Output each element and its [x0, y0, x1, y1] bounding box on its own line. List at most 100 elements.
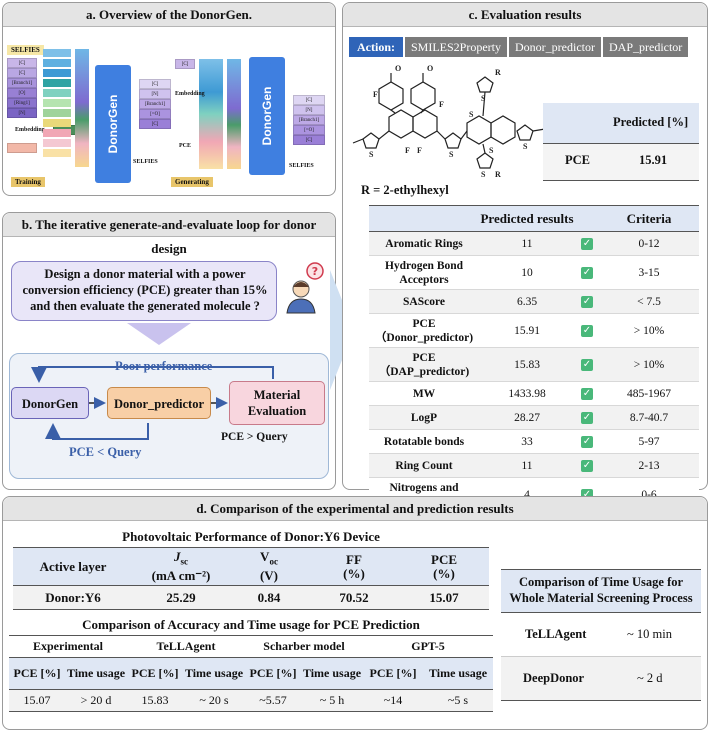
user-icon: ?	[286, 262, 324, 314]
donorgen-block-train: DonorGen	[95, 65, 131, 183]
pce-box	[7, 143, 37, 153]
metric-criteria: > 10%	[633, 324, 665, 337]
svg-text:R: R	[495, 170, 501, 179]
svg-text:S: S	[449, 150, 454, 159]
panel-c-title: c. Evaluation results	[343, 3, 707, 27]
token: [C]	[7, 58, 37, 68]
evaluation-row: Hydrogen Bond Acceptors 10 ✓ 3-15	[369, 255, 699, 290]
evaluation-row: Rotatable bonds 33 ✓ 5-97	[369, 429, 699, 454]
cmp-subheader: Time usage	[428, 666, 488, 680]
donorgen-node: DonorGen	[11, 387, 89, 419]
metric-value: 33	[521, 435, 533, 448]
action-smiles2property[interactable]: SMILES2Property	[405, 37, 507, 57]
method-tellagent: TeLLAgent	[156, 639, 216, 653]
loop-arrows	[31, 366, 274, 440]
gen-embedding-label: Embedding	[175, 91, 205, 97]
selfies-out-label: SELFIES	[133, 159, 158, 165]
donorgen-block-gen: DonorGen	[249, 57, 285, 175]
time-table: Comparison of Time Usage for Whole Mater…	[501, 569, 701, 701]
gen-stack-2	[227, 59, 241, 169]
cmp-value: 15.83	[141, 693, 169, 707]
method-scharber: Scharber model	[263, 639, 345, 653]
metric-criteria: < 7.5	[637, 295, 661, 308]
check-icon: ✓	[581, 359, 593, 371]
selfies-tag: SELFIES	[7, 45, 44, 55]
action-donor-predictor[interactable]: Donor_predictor	[509, 37, 601, 57]
metric-name: Aromatic Rings	[385, 237, 463, 250]
header-criteria: Criteria	[626, 210, 672, 226]
predicted-pce-table: Predicted [%] PCE 15.91	[543, 103, 699, 181]
gen-out-token: [C]	[293, 135, 325, 145]
action-dap-predictor[interactable]: DAP_predictor	[602, 37, 689, 57]
token: [Ring1]	[7, 98, 37, 108]
gen-token: [C]	[175, 59, 195, 69]
check-icon: ✓	[581, 388, 593, 400]
pv-title: Photovoltaic Performance of Donor:Y6 Dev…	[122, 529, 380, 544]
action-bar: Action: SMILES2Property Donor_predictor …	[349, 37, 689, 57]
gen-out-token: [=O]	[293, 125, 325, 135]
check-icon: ✓	[581, 460, 593, 472]
svg-text:O: O	[395, 64, 401, 73]
token: [Branch1]	[7, 78, 37, 88]
svg-text:F: F	[417, 146, 422, 155]
evaluation-row: MW 1433.98 ✓ 485-1967	[369, 381, 699, 406]
out-token: [C]	[139, 119, 171, 129]
check-icon: ✓	[581, 296, 593, 308]
time-row-2: DeepDonor ~ 2 d	[501, 657, 701, 701]
panel-b: b. The iterative generate-and-evaluate l…	[2, 212, 336, 490]
svg-text:S: S	[481, 94, 486, 103]
material-evaluation-node: Material Evaluation	[229, 381, 325, 425]
cmp-value: ~14	[383, 693, 403, 707]
cmp-table: Experimental TeLLAgent Scharber model GP…	[9, 635, 494, 712]
panel-c: c. Evaluation results Action: SMILES2Pro…	[342, 2, 708, 512]
pce-lt-query-label: PCE < Query	[69, 445, 142, 459]
time-row-1: TeLLAgent ~ 10 min	[501, 613, 701, 657]
pv-header-pce: PCE (%)	[431, 551, 457, 581]
down-arrow	[127, 323, 191, 345]
svg-text:S: S	[481, 170, 486, 179]
panel-b-title: b. The iterative generate-and-evaluate l…	[3, 213, 335, 256]
panel-a-title: a. Overview of the DonorGen.	[3, 3, 335, 27]
metric-name: LogP	[410, 411, 438, 424]
evaluation-row: LogP 28.27 ✓ 8.7-40.7	[369, 405, 699, 430]
metric-value: 10	[521, 266, 533, 279]
evaluation-row: Ring Count 11 ✓ 2-13	[369, 453, 699, 478]
token: [C]	[7, 68, 37, 78]
metric-criteria: 2-13	[638, 459, 660, 472]
metric-value: 15.83	[514, 358, 540, 371]
metric-criteria: 485-1967	[626, 387, 672, 400]
evaluation-row: SAScore 6.35 ✓ < 7.5	[369, 289, 699, 314]
evaluation-row: PCE （Donor_predictor) 15.91 ✓ > 10%	[369, 313, 699, 348]
svg-text:R: R	[495, 68, 501, 77]
method-gpt5: GPT-5	[411, 639, 445, 653]
cmp-subheader: PCE [%]	[249, 666, 297, 680]
pce-gt-query-label: PCE > Query	[221, 431, 288, 443]
out-token: [N]	[139, 89, 171, 99]
cmp-subheader: PCE [%]	[369, 666, 417, 680]
token: [O]	[7, 88, 37, 98]
pv-header-voc: Voc (V)	[259, 549, 279, 583]
check-cell: ✓	[575, 314, 599, 348]
out-token: [C]	[139, 79, 171, 89]
metric-criteria: 0-12	[638, 237, 660, 250]
metric-value: 1433.98	[508, 387, 546, 400]
svg-text:F: F	[439, 100, 444, 109]
header-predicted-results: Predicted results	[480, 210, 574, 226]
cmp-title: Comparison of Accuracy and Time usage fo…	[82, 617, 420, 632]
embedding-label: Embedding	[15, 127, 45, 133]
svg-text:S: S	[469, 110, 474, 119]
cmp-value: ~5.57	[259, 693, 287, 707]
metric-criteria: 3-15	[638, 266, 660, 279]
gen-selfies-label: SELFIES	[289, 163, 314, 169]
token: [N]	[7, 108, 37, 118]
training-tag: Training	[11, 177, 45, 187]
metric-criteria: 5-97	[638, 435, 660, 448]
method-experimental: Experimental	[33, 639, 103, 653]
metric-name: PCE （DAP_predictor)	[378, 351, 470, 378]
metric-criteria: > 10%	[633, 358, 665, 371]
time-row-1-value: ~ 10 min	[627, 627, 672, 641]
check-icon: ✓	[581, 238, 593, 250]
metric-name: Ring Count	[395, 459, 453, 472]
metric-value: 4	[524, 488, 530, 501]
cmp-subheader: Time usage	[66, 666, 126, 680]
